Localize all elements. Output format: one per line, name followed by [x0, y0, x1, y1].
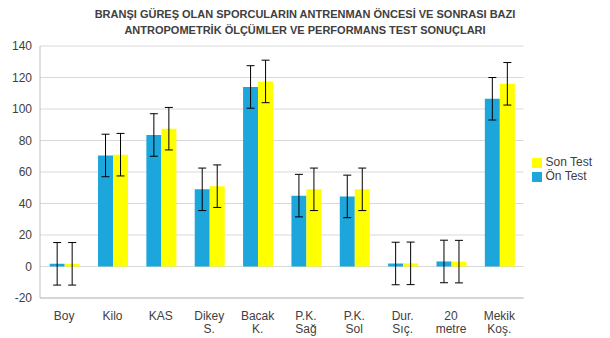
svg-text:Kilo: Kilo — [103, 309, 123, 323]
svg-text:20: 20 — [19, 228, 33, 242]
svg-text:100: 100 — [12, 102, 32, 116]
svg-text:P.K.Sağ: P.K.Sağ — [295, 309, 316, 336]
svg-text:0: 0 — [25, 260, 32, 274]
svg-text:20metre: 20metre — [436, 309, 467, 336]
html-text:BRANŞI GÜREŞ OLAN SPORCULARIN: BRANŞI GÜREŞ OLAN SPORCULARIN ANTRENMAN … — [94, 8, 516, 36]
html-text:Son Test: Son Test — [545, 155, 592, 169]
svg-text:DikeyS.: DikeyS. — [194, 309, 224, 336]
svg-text:60: 60 — [19, 165, 33, 179]
svg-text:Boy: Boy — [54, 309, 75, 323]
svg-text:P.K.Sol: P.K.Sol — [344, 309, 365, 336]
svg-text:Dur.Sıç.: Dur.Sıç. — [392, 309, 414, 336]
svg-text:-20: -20 — [15, 291, 33, 305]
svg-text:MekikKoş.: MekikKoş. — [484, 309, 516, 336]
svg-text:80: 80 — [19, 134, 33, 148]
svg-text:BacakK.: BacakK. — [241, 309, 275, 336]
html-text:Ön Test: Ön Test — [545, 169, 587, 183]
svg-text:40: 40 — [19, 197, 33, 211]
svg-text:140: 140 — [12, 39, 32, 53]
svg-text:120: 120 — [12, 71, 32, 85]
svg-text:KAS: KAS — [149, 309, 173, 323]
